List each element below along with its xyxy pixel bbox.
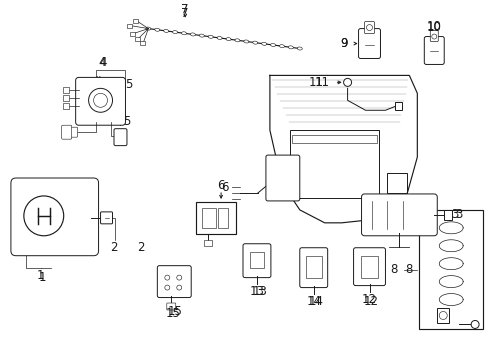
- Text: 1: 1: [37, 269, 44, 282]
- Circle shape: [366, 24, 372, 31]
- Circle shape: [431, 34, 436, 39]
- Text: 12: 12: [363, 295, 378, 308]
- Ellipse shape: [270, 44, 275, 46]
- Ellipse shape: [261, 42, 266, 45]
- Ellipse shape: [244, 40, 248, 43]
- Bar: [218, 208, 227, 228]
- Circle shape: [164, 285, 169, 290]
- Text: 11: 11: [307, 76, 323, 89]
- Bar: [202, 208, 216, 228]
- Ellipse shape: [208, 35, 213, 38]
- Text: 7: 7: [181, 3, 188, 16]
- Ellipse shape: [217, 36, 222, 40]
- Circle shape: [88, 88, 112, 112]
- Text: 12: 12: [361, 293, 376, 306]
- Ellipse shape: [234, 39, 240, 42]
- Text: 8: 8: [405, 263, 412, 276]
- Circle shape: [164, 275, 169, 280]
- Text: 14: 14: [305, 295, 321, 308]
- Bar: [133, 19, 138, 23]
- Text: 10: 10: [426, 21, 441, 34]
- Bar: [127, 24, 132, 28]
- Circle shape: [470, 320, 478, 328]
- Text: 3: 3: [450, 208, 458, 221]
- Bar: [395, 102, 402, 110]
- Text: 3: 3: [454, 208, 462, 221]
- FancyBboxPatch shape: [358, 28, 380, 58]
- Bar: [419, 210, 482, 329]
- FancyBboxPatch shape: [364, 22, 374, 33]
- FancyBboxPatch shape: [61, 125, 72, 139]
- Circle shape: [176, 275, 182, 280]
- Circle shape: [438, 311, 447, 319]
- FancyBboxPatch shape: [243, 244, 270, 278]
- Ellipse shape: [297, 47, 302, 50]
- Ellipse shape: [172, 31, 177, 33]
- Text: 6: 6: [221, 181, 228, 194]
- Text: 9: 9: [339, 37, 346, 50]
- Bar: [305, 256, 321, 278]
- Text: 2: 2: [136, 241, 144, 254]
- FancyBboxPatch shape: [429, 31, 437, 41]
- FancyBboxPatch shape: [166, 303, 175, 310]
- Ellipse shape: [155, 28, 160, 31]
- FancyBboxPatch shape: [157, 266, 191, 298]
- FancyBboxPatch shape: [114, 129, 127, 146]
- Text: 5: 5: [124, 78, 132, 91]
- Ellipse shape: [199, 34, 204, 37]
- Bar: [130, 32, 135, 36]
- Bar: [360, 256, 378, 278]
- Ellipse shape: [225, 37, 230, 41]
- Text: 10: 10: [426, 20, 441, 33]
- Bar: [62, 95, 68, 101]
- Ellipse shape: [288, 46, 293, 49]
- Bar: [291, 135, 377, 143]
- Text: 15: 15: [167, 305, 183, 318]
- Text: 11: 11: [314, 76, 329, 89]
- FancyBboxPatch shape: [424, 37, 443, 64]
- Text: 7: 7: [181, 7, 188, 20]
- Ellipse shape: [181, 32, 186, 35]
- Circle shape: [343, 78, 351, 86]
- Bar: [203, 240, 212, 246]
- Bar: [62, 87, 68, 93]
- FancyBboxPatch shape: [265, 155, 299, 201]
- Ellipse shape: [252, 41, 257, 44]
- Text: 5: 5: [122, 115, 130, 128]
- Text: 6: 6: [217, 180, 224, 193]
- FancyBboxPatch shape: [101, 212, 112, 224]
- Bar: [135, 37, 140, 41]
- Text: 13: 13: [249, 285, 264, 298]
- Text: 15: 15: [165, 307, 181, 320]
- Text: 9: 9: [340, 37, 347, 50]
- Bar: [436, 307, 448, 323]
- Text: 4: 4: [99, 56, 106, 69]
- Bar: [62, 103, 68, 109]
- Bar: [140, 41, 145, 45]
- Circle shape: [24, 196, 63, 236]
- Bar: [386, 173, 407, 193]
- Bar: [249, 252, 264, 268]
- Circle shape: [176, 285, 182, 290]
- Ellipse shape: [145, 27, 150, 30]
- Ellipse shape: [163, 30, 168, 32]
- Text: 14: 14: [307, 295, 323, 308]
- Text: 4: 4: [100, 56, 107, 69]
- Text: 8: 8: [389, 263, 397, 276]
- Circle shape: [93, 93, 107, 107]
- FancyBboxPatch shape: [76, 77, 125, 125]
- Ellipse shape: [190, 33, 195, 36]
- FancyBboxPatch shape: [67, 127, 78, 137]
- FancyBboxPatch shape: [353, 248, 385, 285]
- Text: 13: 13: [252, 285, 267, 298]
- FancyBboxPatch shape: [11, 178, 99, 256]
- Ellipse shape: [279, 45, 284, 48]
- Bar: [289, 130, 379, 198]
- FancyBboxPatch shape: [361, 194, 436, 236]
- Bar: [443, 210, 451, 220]
- FancyBboxPatch shape: [299, 248, 327, 288]
- Text: 1: 1: [39, 271, 46, 284]
- Text: 2: 2: [109, 241, 117, 254]
- Bar: [196, 202, 236, 234]
